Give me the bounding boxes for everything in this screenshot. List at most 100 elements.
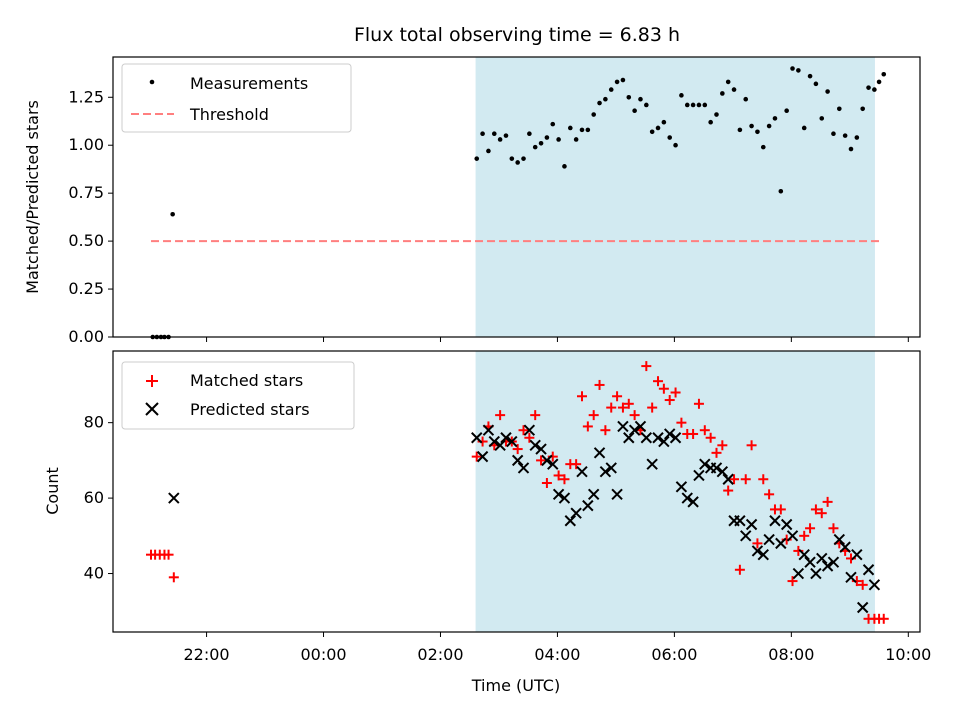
predicted-star-point bbox=[488, 435, 500, 448]
matched-star-point bbox=[168, 572, 179, 583]
measurement-point bbox=[603, 96, 608, 102]
measurement-point bbox=[720, 91, 725, 96]
measurement-point bbox=[480, 131, 485, 137]
measurement-point bbox=[521, 156, 526, 161]
legend-predicted-marker bbox=[145, 402, 159, 416]
predicted-star-point bbox=[687, 496, 699, 508]
measurement-point bbox=[638, 96, 643, 102]
matched-star-point bbox=[617, 402, 628, 413]
predicted-star-point bbox=[769, 515, 781, 527]
matched-star-point bbox=[600, 425, 611, 436]
predicted-star-point bbox=[862, 564, 875, 576]
legend-measurements-label: Measurements bbox=[190, 74, 308, 93]
x-tick-label: 00:00 bbox=[300, 645, 346, 664]
predicted-star-point bbox=[775, 537, 787, 550]
measurement-point bbox=[854, 135, 860, 140]
measurement-point bbox=[509, 156, 515, 161]
bottom-y-tick-label: 60 bbox=[84, 488, 104, 507]
measurement-point bbox=[842, 133, 848, 138]
legend-predicted-label: Predicted stars bbox=[190, 400, 310, 419]
x-tick-label: 04:00 bbox=[534, 645, 580, 664]
measurement-point bbox=[515, 160, 520, 165]
predicted-star-point bbox=[558, 492, 571, 504]
x-tick-label: 02:00 bbox=[417, 645, 463, 664]
predicted-star-point bbox=[646, 458, 658, 470]
measurement-point bbox=[881, 71, 887, 77]
predicted-star-point bbox=[634, 420, 647, 433]
bottom-y-tick-label: 80 bbox=[84, 413, 104, 432]
predicted-star-point bbox=[500, 432, 512, 444]
matched-star-point bbox=[541, 478, 552, 489]
matched-star-point bbox=[536, 455, 547, 466]
predicted-star-point bbox=[699, 458, 711, 470]
predicted-star-point bbox=[833, 533, 846, 546]
measurement-point bbox=[568, 125, 573, 131]
predicted-star-point bbox=[868, 579, 881, 591]
measurement-point bbox=[597, 100, 602, 106]
predicted-star-point bbox=[529, 439, 541, 452]
matched-star-point bbox=[559, 474, 570, 485]
top-plot-frame bbox=[112, 56, 921, 338]
predicted-star-point bbox=[856, 601, 869, 614]
matched-star-point bbox=[746, 440, 757, 451]
predicted-star-point bbox=[482, 424, 495, 436]
measurement-point bbox=[714, 112, 719, 117]
predicted-star-point bbox=[511, 454, 524, 467]
predicted-star-point bbox=[576, 465, 588, 478]
predicted-star-point bbox=[599, 465, 612, 478]
predicted-star-point bbox=[780, 518, 793, 531]
matched-star-point bbox=[878, 613, 889, 624]
matched-star-point bbox=[471, 451, 482, 462]
measurement-point bbox=[591, 112, 596, 117]
bottom-y-tick-label: 40 bbox=[84, 564, 104, 583]
predicted-star-point bbox=[547, 458, 559, 470]
matched-star-point bbox=[717, 440, 728, 451]
measurement-point bbox=[743, 96, 749, 102]
matched-star-point bbox=[723, 485, 734, 496]
matched-star-point bbox=[787, 576, 798, 587]
measurement-point bbox=[790, 66, 795, 71]
predicted-star-point bbox=[722, 473, 734, 485]
matched-star-point bbox=[629, 410, 640, 421]
predicted-star-point bbox=[792, 567, 805, 580]
measurement-point bbox=[696, 102, 702, 108]
measurement-point bbox=[831, 131, 836, 137]
legend-threshold-label: Threshold bbox=[189, 105, 269, 124]
x-tick-label: 06:00 bbox=[651, 645, 697, 664]
x-tick-label: 22:00 bbox=[184, 645, 230, 664]
top-y-tick-label: 1.25 bbox=[68, 87, 104, 106]
matched-star-point bbox=[734, 564, 745, 575]
predicted-star-point bbox=[611, 488, 623, 501]
measurement-point bbox=[532, 144, 538, 150]
x-tick-label: 10:00 bbox=[885, 645, 931, 664]
matched-star-point bbox=[582, 421, 593, 432]
measurement-point bbox=[772, 116, 778, 121]
measurement-point bbox=[655, 125, 661, 131]
predicted-star-point bbox=[681, 492, 693, 504]
predicted-star-point bbox=[821, 560, 834, 572]
legend-matched-marker bbox=[146, 375, 158, 387]
measurement-point bbox=[813, 81, 819, 87]
bottom-y-axis-label: Count bbox=[43, 467, 62, 515]
matched-star-point bbox=[775, 504, 786, 515]
predicted-star-point bbox=[593, 447, 606, 459]
bottom-legend-box bbox=[121, 361, 355, 430]
predicted-star-point bbox=[751, 545, 764, 557]
x-tick-label: 08:00 bbox=[768, 645, 814, 664]
top-legend: Measurements Threshold bbox=[121, 63, 352, 133]
matched-star-point bbox=[711, 447, 722, 458]
matched-star-point bbox=[576, 391, 587, 402]
measurement-point bbox=[766, 123, 772, 129]
predicted-star-point bbox=[757, 548, 769, 561]
measurement-point bbox=[538, 141, 544, 146]
matched-star-point bbox=[705, 432, 716, 443]
x-axis-label: Time (UTC) bbox=[471, 676, 560, 695]
matched-star-point bbox=[623, 398, 634, 409]
predicted-star-point bbox=[471, 432, 483, 444]
matched-star-point bbox=[810, 504, 821, 515]
predicted-star-point bbox=[693, 469, 705, 482]
measurement-point bbox=[608, 87, 614, 92]
top-y-tick-label: 1.00 bbox=[68, 135, 104, 154]
measurement-point bbox=[632, 108, 637, 113]
